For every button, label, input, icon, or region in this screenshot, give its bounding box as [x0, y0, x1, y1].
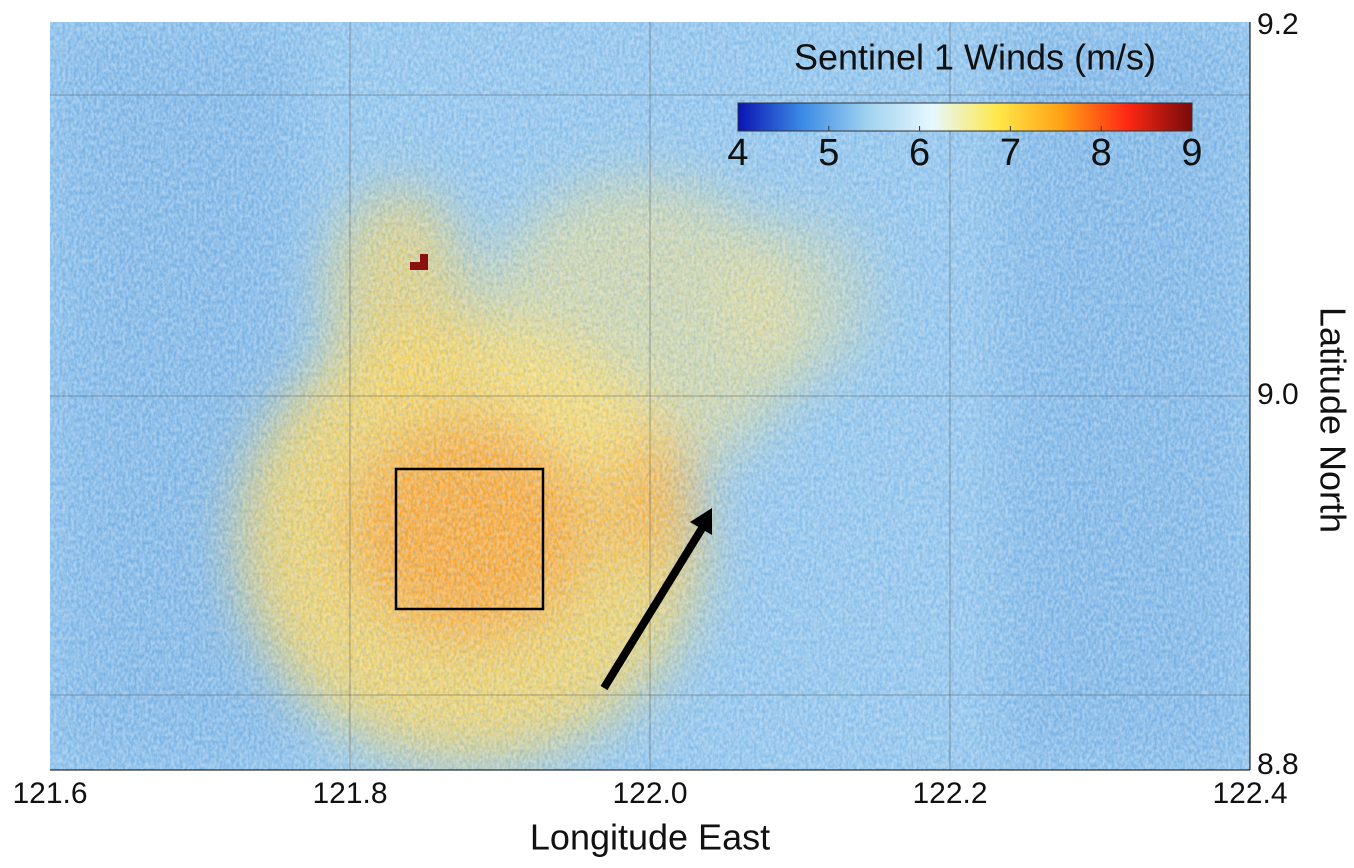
y-tick-label: 9.2: [1257, 8, 1299, 41]
colorbar-tick-label: 5: [818, 132, 839, 174]
y-tick-label: 9.0: [1257, 378, 1299, 411]
colorbar-title: Sentinel 1 Winds (m/s): [794, 37, 1156, 78]
y-tick-label: 8.8: [1257, 748, 1299, 781]
x-tick-label: 122.0: [612, 777, 687, 810]
colorbar-tick-label: 4: [727, 132, 748, 174]
wind-arrow: [600, 522, 708, 691]
colorbar-tick-label: 6: [909, 132, 930, 174]
x-tick-label: 122.4: [1212, 777, 1287, 810]
x-axis-label: Longitude East: [530, 817, 770, 858]
colorbar-tick-label: 8: [1091, 132, 1112, 174]
x-tick-label: 121.6: [12, 777, 87, 810]
colorbar-tick-label: 9: [1181, 132, 1202, 174]
colorbar-tick-label: 7: [1000, 132, 1021, 174]
grid: [50, 22, 1250, 770]
x-tick-label: 122.2: [912, 777, 987, 810]
colorbar: [737, 102, 1193, 132]
x-tick-label: 121.8: [312, 777, 387, 810]
arrow-head: [690, 508, 712, 535]
y-axis-label: Latitude North: [1312, 307, 1353, 533]
study-box: [394, 467, 545, 611]
